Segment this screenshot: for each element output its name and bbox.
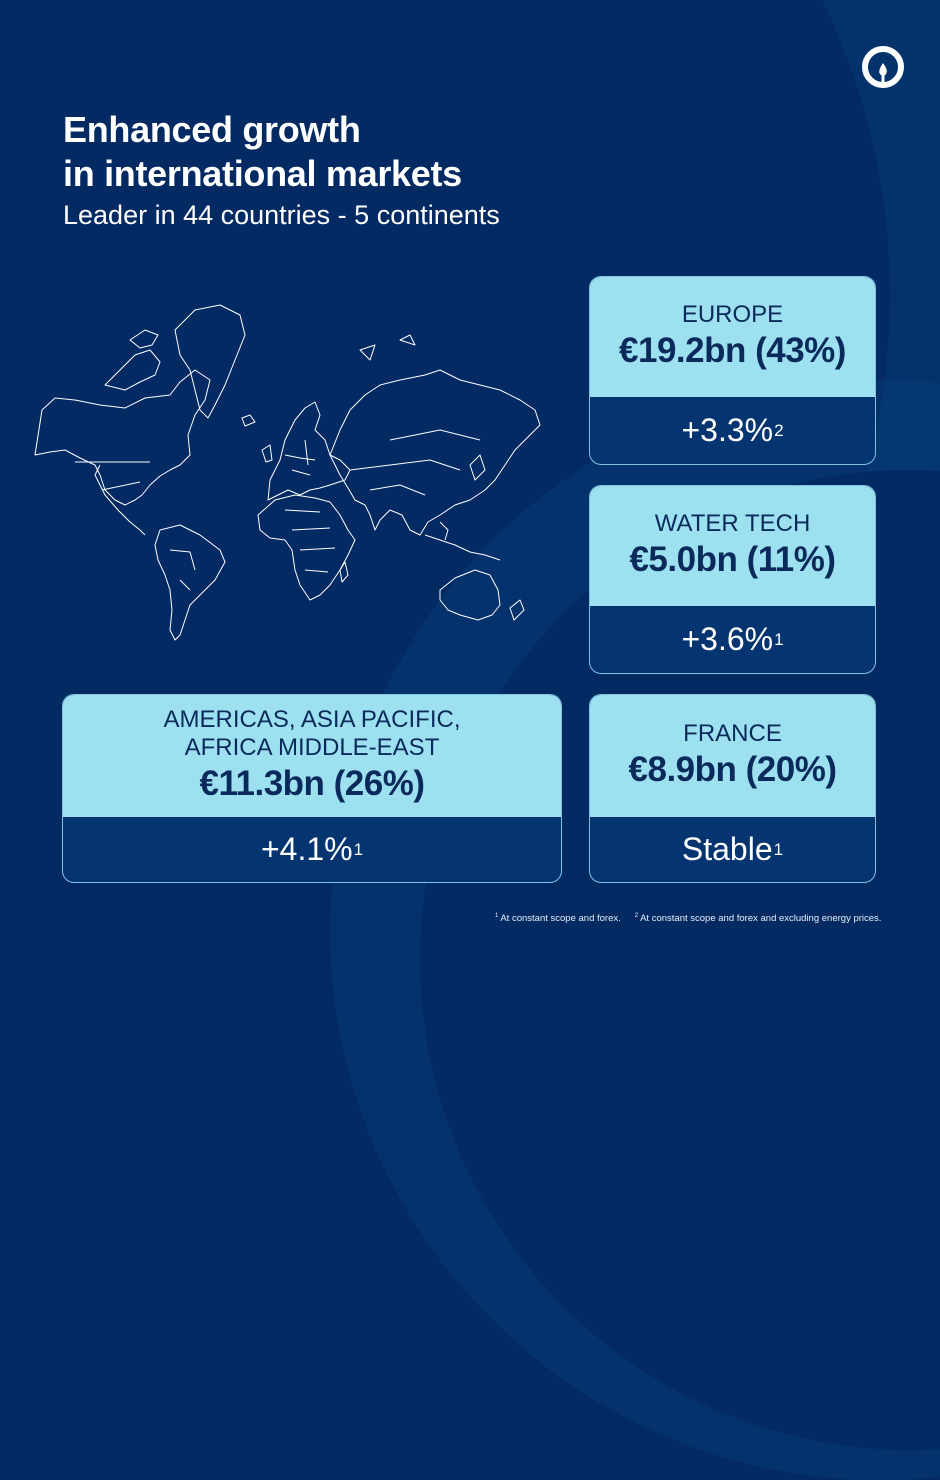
title-line-1: Enhanced growth <box>63 109 361 150</box>
france-growth: Stable 1 <box>590 817 875 882</box>
water-tech-card-header: WATER TECH €5.0bn (11%) <box>590 486 875 606</box>
americas-label-line-1: AMERICAS, ASIA PACIFIC, <box>163 706 461 733</box>
europe-label: EUROPE <box>681 301 784 328</box>
europe-value: €19.2bn (43%) <box>619 331 846 370</box>
europe-footnote-ref: 2 <box>774 420 784 440</box>
france-card-header: FRANCE €8.9bn (20%) <box>590 695 875 817</box>
americas-label-line-2: AFRICA MIDDLE-EAST <box>184 734 440 761</box>
world-map-icon <box>34 304 541 641</box>
footnote-1-ref: 1 <box>495 913 499 919</box>
france-card: FRANCE €8.9bn (20%) Stable 1 <box>589 694 876 883</box>
france-value: €8.9bn (20%) <box>628 750 837 789</box>
drop-in-circle-logo-icon <box>862 46 904 88</box>
americas-card-header: AMERICAS, ASIA PACIFIC, AFRICA MIDDLE-EA… <box>63 695 561 817</box>
page-title: Enhanced growth in international markets <box>63 108 462 196</box>
water-tech-footnote-ref: 1 <box>774 629 784 649</box>
water-tech-growth-value: +3.6% <box>681 621 774 657</box>
france-footnote-ref: 1 <box>773 839 784 859</box>
water-tech-card: WATER TECH €5.0bn (11%) +3.6% 1 <box>589 485 876 674</box>
americas-growth: +4.1% 1 <box>63 817 561 882</box>
americas-apac-ame-card: AMERICAS, ASIA PACIFIC, AFRICA MIDDLE-EA… <box>62 694 562 883</box>
europe-growth: +3.3% 2 <box>590 397 875 464</box>
page-subtitle: Leader in 44 countries - 5 continents <box>63 200 500 230</box>
americas-growth-value: +4.1% <box>260 831 353 867</box>
title-line-2: in international markets <box>63 153 462 194</box>
footnotes: 1 At constant scope and forex. 2 At constan… <box>495 913 881 924</box>
americas-value: €11.3bn (26%) <box>199 764 426 803</box>
france-growth-value: Stable <box>681 831 773 867</box>
water-tech-value: €5.0bn (11%) <box>629 540 836 579</box>
europe-card-header: EUROPE €19.2bn (43%) <box>590 277 875 397</box>
water-tech-growth: +3.6% 1 <box>590 606 875 673</box>
france-label: FRANCE <box>683 720 782 747</box>
europe-card: EUROPE €19.2bn (43%) +3.3% 2 <box>589 276 876 465</box>
americas-footnote-ref: 1 <box>353 839 364 859</box>
footnote-1-text: At constant scope and forex. <box>500 913 621 924</box>
footnote-2-ref: 2 <box>634 913 639 919</box>
footnote-2-text: At constant scope and forex and excludin… <box>640 913 882 924</box>
water-tech-label: WATER TECH <box>654 510 811 537</box>
europe-growth-value: +3.3% <box>681 412 774 448</box>
